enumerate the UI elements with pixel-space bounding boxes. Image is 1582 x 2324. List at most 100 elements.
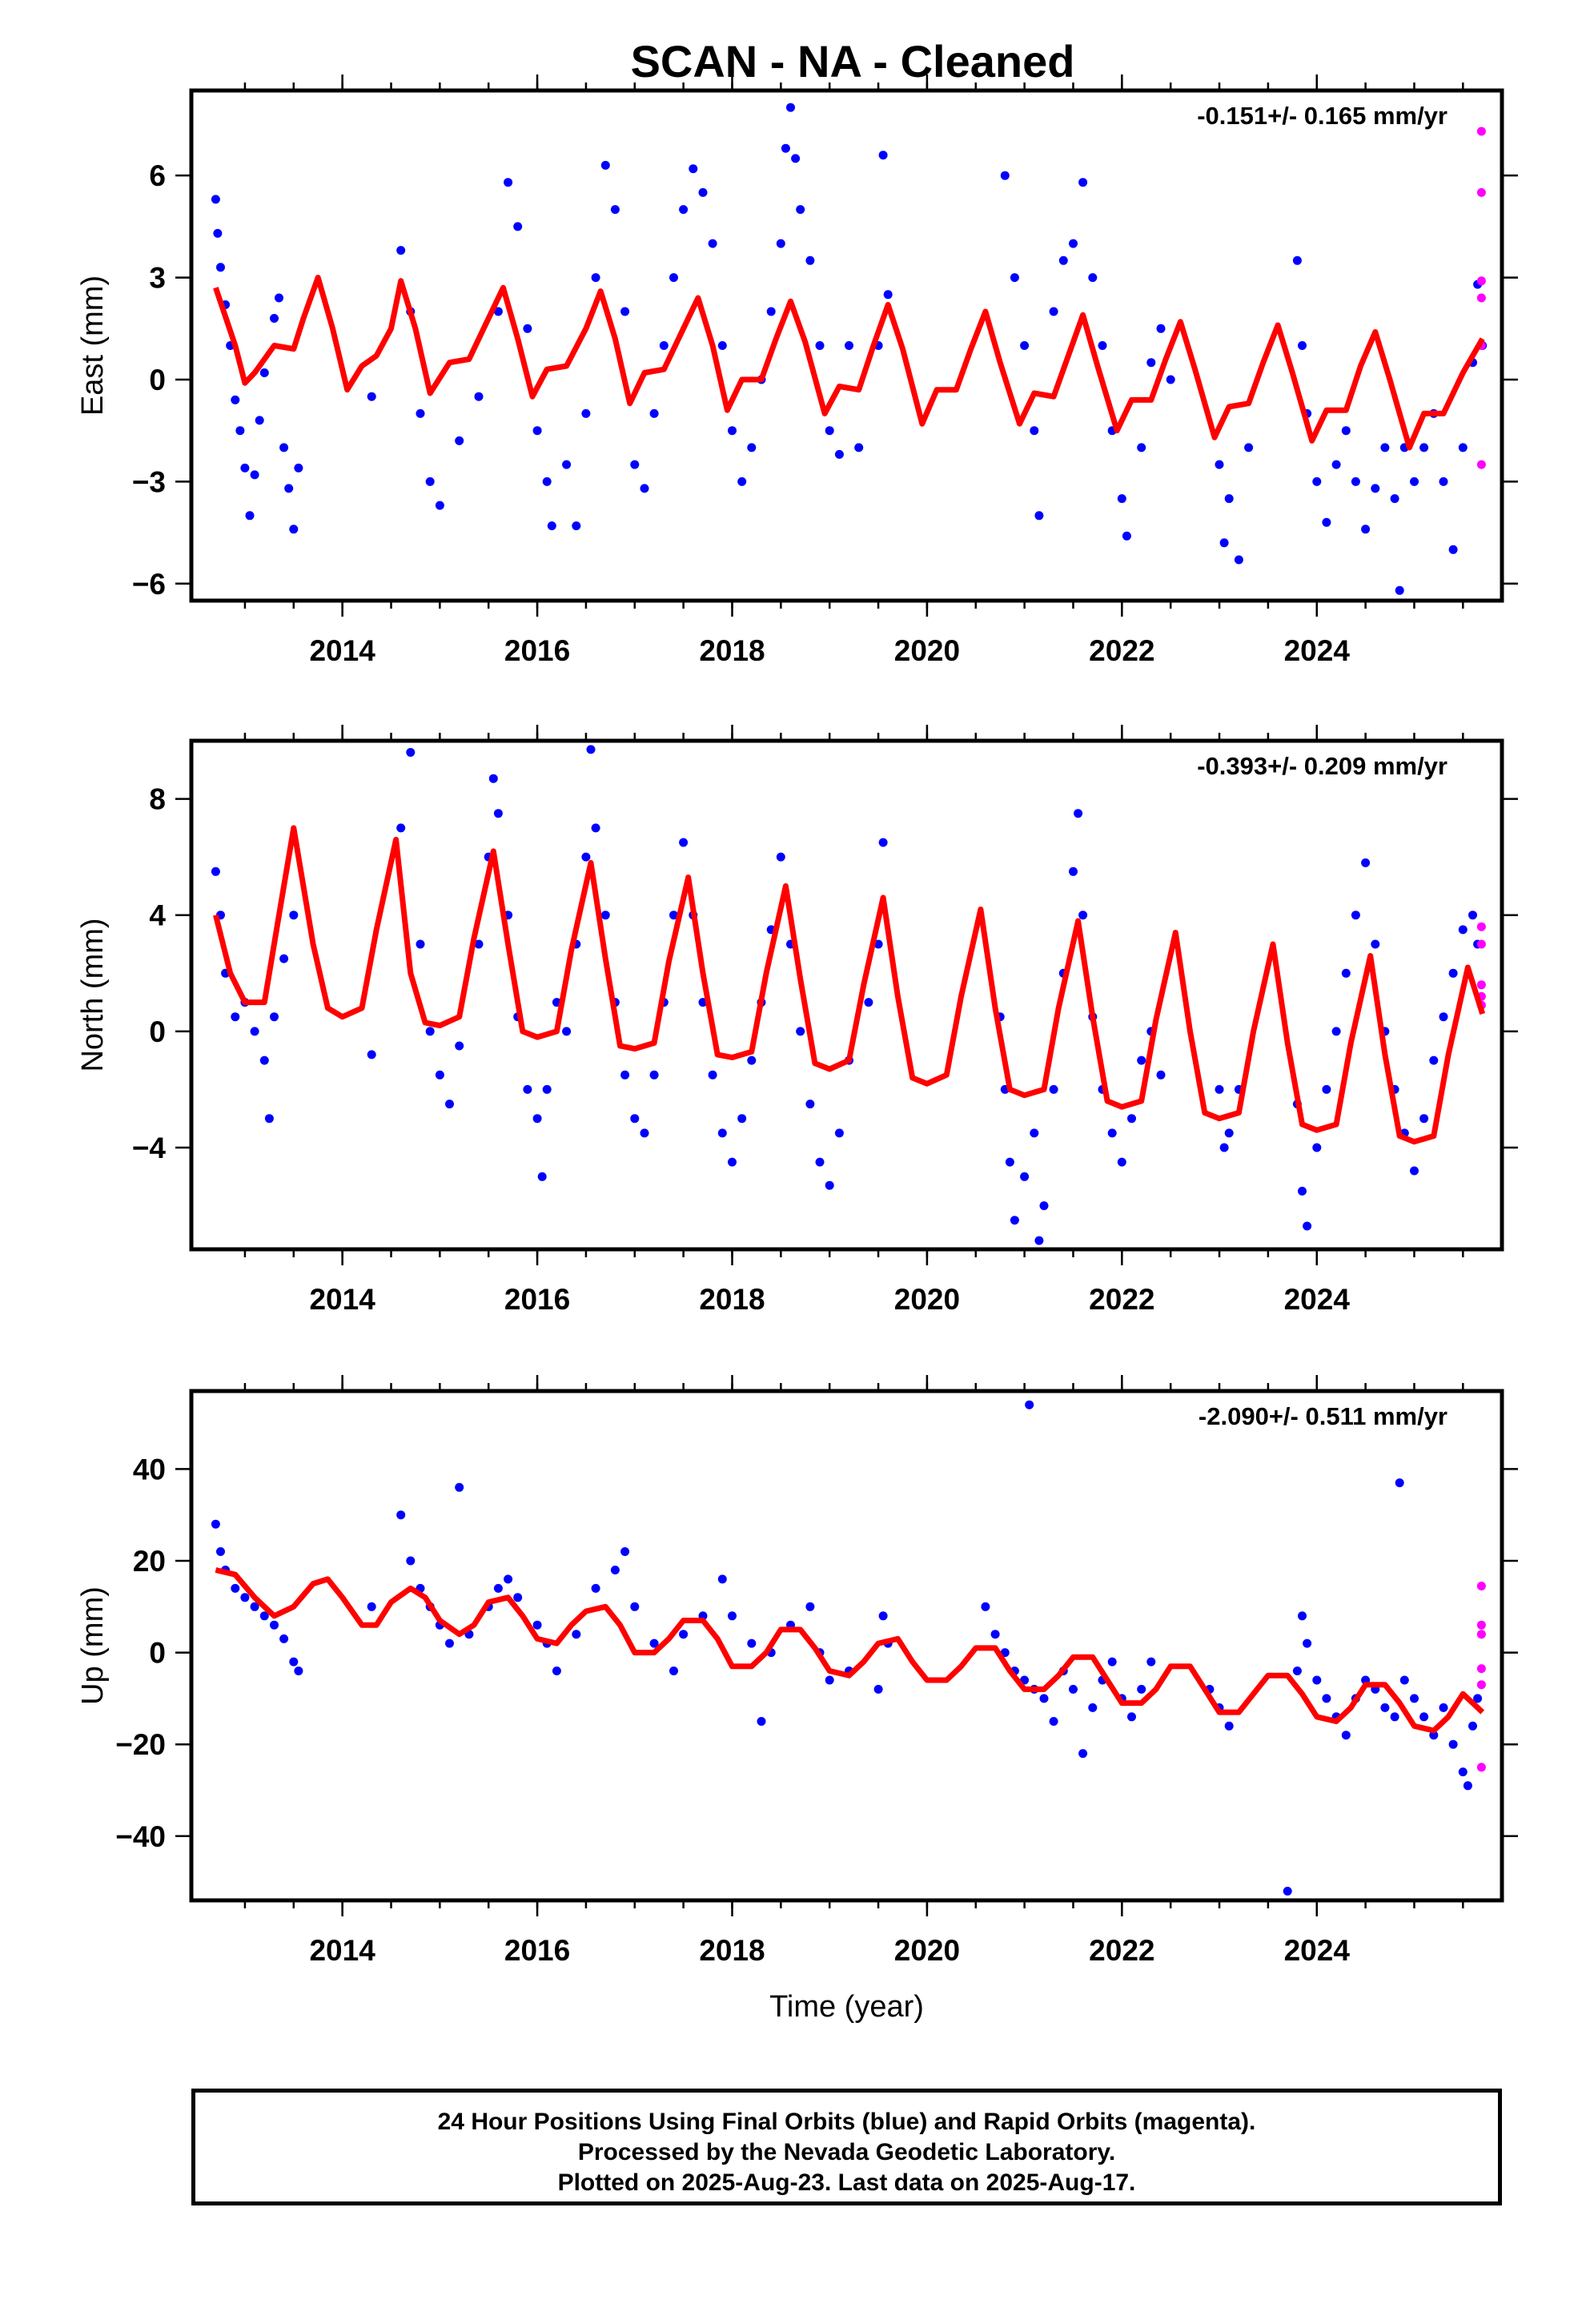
final-orbit-point	[213, 228, 223, 238]
final-orbit-point	[504, 1574, 513, 1584]
final-orbit-point	[425, 476, 435, 486]
plot-area	[211, 103, 1488, 595]
final-orbit-point	[1117, 494, 1126, 504]
final-orbit-point	[776, 852, 785, 862]
final-orbit-point	[581, 852, 591, 862]
final-orbit-point	[1069, 1684, 1078, 1694]
final-orbit-point	[1049, 307, 1058, 316]
final-orbit-point	[552, 1667, 561, 1675]
final-orbit-point	[240, 1593, 250, 1602]
final-orbit-point	[1463, 1781, 1472, 1791]
final-orbit-point	[1039, 1201, 1049, 1211]
final-orbit-point	[1215, 460, 1224, 469]
final-orbit-point	[211, 195, 220, 204]
final-orbit-point	[854, 443, 864, 452]
final-orbit-point	[1049, 1084, 1058, 1094]
final-orbit-point	[1034, 1236, 1044, 1245]
final-orbit-point	[1219, 538, 1229, 548]
x-tick-label: 2014	[309, 1934, 375, 1967]
final-orbit-point	[1219, 1143, 1229, 1152]
final-orbit-point	[1010, 273, 1019, 283]
final-orbit-point	[1292, 1667, 1302, 1675]
final-orbit-point	[610, 205, 620, 215]
model-fit-line	[213, 825, 1486, 1145]
rapid-orbit-point	[1476, 1664, 1486, 1674]
final-orbit-point	[1224, 1128, 1234, 1138]
final-orbit-point	[1098, 341, 1107, 350]
plot-frame	[189, 738, 1504, 1252]
footer-line-1: 24 Hour Positions Using Final Orbits (bl…	[437, 2109, 1256, 2135]
final-orbit-point	[1025, 1400, 1034, 1409]
final-orbit-point	[1049, 1717, 1058, 1726]
y-tick-label: 0	[149, 364, 166, 396]
final-orbit-point	[1361, 525, 1371, 534]
final-orbit-point	[805, 1602, 815, 1611]
final-orbit-point	[1298, 1611, 1307, 1621]
y-tick-label: 4	[149, 899, 166, 932]
final-orbit-point	[1303, 1638, 1312, 1648]
rapid-orbit-point	[1476, 1582, 1486, 1590]
final-orbit-point	[640, 484, 649, 493]
final-orbit-point	[1410, 1694, 1419, 1703]
final-orbit-point	[1410, 1166, 1419, 1176]
final-orbit-point	[1439, 1012, 1448, 1022]
final-orbit-point	[367, 1050, 376, 1059]
final-orbit-point	[1166, 375, 1175, 384]
x-tick-label: 2022	[1089, 634, 1154, 667]
final-orbit-point	[1419, 1712, 1429, 1722]
final-orbit-point	[1322, 1084, 1331, 1094]
final-orbit-point	[1380, 443, 1390, 452]
final-orbit-point	[1020, 341, 1030, 350]
final-orbit-point	[275, 293, 283, 303]
x-tick-label: 2022	[1089, 1934, 1154, 1967]
x-tick-label: 2018	[699, 1283, 765, 1316]
final-orbit-point	[834, 1128, 844, 1138]
final-orbit-point	[504, 178, 513, 187]
final-orbit-point	[796, 1027, 805, 1036]
final-orbit-point	[796, 205, 805, 215]
x-tick-label: 2024	[1284, 634, 1351, 667]
y-axis-label: North (mm)	[76, 918, 110, 1072]
final-orbit-point	[294, 463, 303, 472]
x-tick-label: 2014	[309, 634, 375, 667]
final-orbit-point	[532, 426, 542, 436]
final-orbit-point	[259, 368, 269, 377]
final-orbit-point	[284, 484, 294, 493]
final-orbit-point	[1458, 1767, 1468, 1777]
final-orbit-point	[591, 823, 600, 833]
rapid-orbit-point	[1476, 1763, 1486, 1772]
final-orbit-point	[259, 1055, 269, 1065]
final-orbit-point	[878, 838, 888, 847]
rapid-orbit-point	[1476, 187, 1486, 197]
final-orbit-point	[1312, 1143, 1322, 1152]
final-orbit-point	[493, 809, 503, 818]
final-orbit-point	[250, 470, 259, 480]
final-orbit-point	[406, 1556, 416, 1566]
final-orbit-point	[1078, 911, 1088, 920]
final-orbit-point	[1341, 1731, 1351, 1740]
final-orbit-point	[1341, 968, 1351, 978]
final-orbit-point	[1107, 1128, 1117, 1138]
final-orbit-point	[990, 1630, 1000, 1639]
final-orbit-point	[532, 1620, 542, 1630]
final-orbit-point	[1419, 1114, 1429, 1124]
final-orbit-point	[1322, 517, 1331, 527]
final-orbit-point	[1069, 866, 1078, 876]
x-tick-label: 2018	[699, 634, 765, 667]
final-orbit-point	[1030, 426, 1039, 436]
final-orbit-point	[737, 476, 747, 486]
final-orbit-point	[1137, 1055, 1146, 1065]
final-orbit-point	[547, 521, 556, 531]
rapid-orbit-point	[1476, 127, 1486, 136]
x-tick-label: 2016	[504, 1283, 570, 1316]
rapid-orbit-point	[1476, 460, 1486, 469]
final-orbit-point	[791, 154, 801, 163]
final-orbit-point	[586, 745, 596, 754]
final-orbit-point	[523, 324, 532, 333]
final-orbit-point	[289, 911, 299, 920]
final-orbit-point	[1117, 1157, 1126, 1167]
final-orbit-point	[1395, 1478, 1404, 1488]
final-orbit-point	[279, 1634, 289, 1643]
final-orbit-point	[1146, 358, 1156, 368]
plot-frame	[189, 88, 1504, 603]
